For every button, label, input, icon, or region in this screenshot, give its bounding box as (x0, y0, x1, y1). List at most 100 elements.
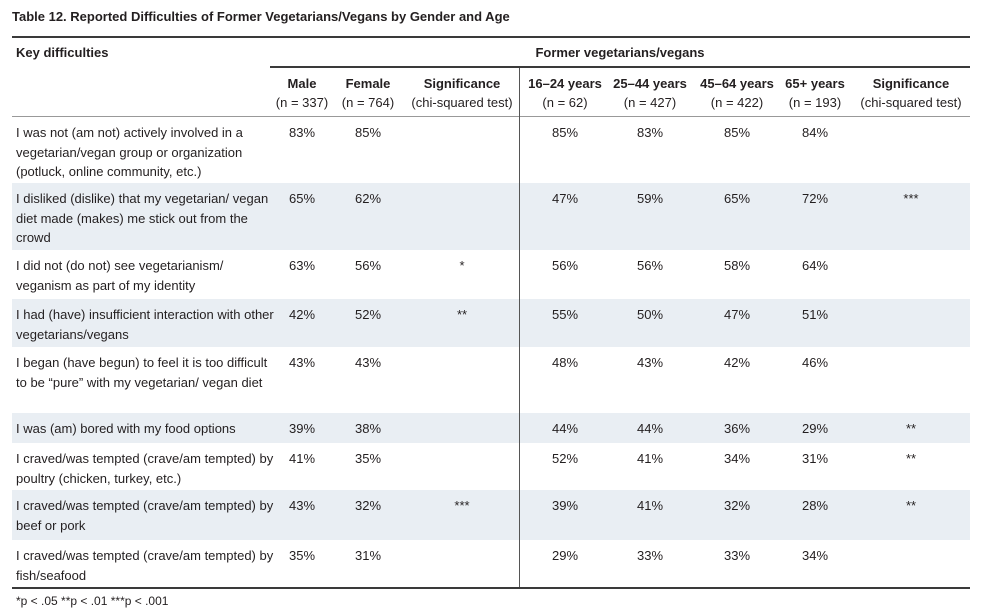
group-header: Former vegetarians/vegans (535, 45, 705, 60)
row-value: 85% (723, 125, 751, 140)
key-difficulties-header: Key difficulties (16, 45, 109, 60)
table-row: I craved/was tempted (crave/am tempted) … (12, 443, 970, 490)
row-value: 41% (636, 498, 664, 513)
vertical-divider (519, 68, 520, 588)
column-header: 65+ years (n = 193) (777, 74, 853, 112)
row-label: I disliked (dislike) that my vegetarian/… (16, 191, 269, 245)
row-value: ** (456, 307, 468, 322)
column-n: (chi-squared test) (411, 95, 513, 110)
bottom-rule (12, 587, 970, 589)
row-value: 83% (636, 125, 664, 140)
column-n: (n = 337) (275, 95, 329, 110)
table-row: I craved/was tempted (crave/am tempted) … (12, 540, 970, 587)
table-row: I did not (do not) see vegetarianism/ ve… (12, 250, 970, 299)
table-row: I was (am) bored with my food options 39%… (12, 413, 970, 443)
row-value: 65% (288, 191, 316, 206)
row-value: 32% (723, 498, 751, 513)
column-n: (chi-squared test) (860, 95, 962, 110)
column-n: (n = 764) (341, 95, 395, 110)
table-row: I was not (am not) actively involved in … (12, 117, 970, 183)
row-value: 52% (551, 451, 579, 466)
row-label: I craved/was tempted (crave/am tempted) … (16, 451, 274, 486)
row-value: 29% (801, 421, 829, 436)
row-value: 38% (354, 421, 382, 436)
row-value: 55% (551, 307, 579, 322)
row-value: 42% (723, 355, 751, 370)
row-value: 34% (801, 548, 829, 563)
row-value: 52% (354, 307, 382, 322)
column-title: 25–44 years (613, 76, 687, 91)
row-value: 63% (288, 258, 316, 273)
row-value: 41% (636, 451, 664, 466)
row-label: I began (have begun) to feel it is too d… (16, 355, 268, 390)
row-value: 48% (551, 355, 579, 370)
column-title: Significance (872, 76, 950, 91)
row-value: 47% (723, 307, 751, 322)
row-label: I was not (am not) actively involved in … (16, 125, 243, 179)
row-value: 83% (288, 125, 316, 140)
row-value: * (459, 258, 465, 273)
row-value: 85% (354, 125, 382, 140)
row-value: 47% (551, 191, 579, 206)
row-value: 39% (288, 421, 316, 436)
column-header: Male (n = 337) (267, 74, 337, 112)
column-header: Significance (chi-squared test) (402, 74, 522, 112)
table-row: I began (have begun) to feel it is too d… (12, 347, 970, 413)
row-value: 56% (551, 258, 579, 273)
column-header: Significance (chi-squared test) (849, 74, 973, 112)
row-label: I had (have) insufficient interaction wi… (16, 307, 274, 342)
column-header: Female (n = 764) (333, 74, 403, 112)
row-value: 84% (801, 125, 829, 140)
column-n: (n = 422) (710, 95, 764, 110)
row-value: 33% (723, 548, 751, 563)
row-value: 42% (288, 307, 316, 322)
column-n: (n = 62) (542, 95, 588, 110)
column-title: Female (345, 76, 391, 91)
row-value: 65% (723, 191, 751, 206)
group-rule (270, 66, 970, 68)
header-rule (12, 116, 970, 117)
column-title: 16–24 years (528, 76, 602, 91)
row-value: 31% (801, 451, 829, 466)
row-value: 36% (723, 421, 751, 436)
row-value: 72% (801, 191, 829, 206)
table-row: I had (have) insufficient interaction wi… (12, 299, 970, 347)
row-value: 31% (354, 548, 382, 563)
row-value: 62% (354, 191, 382, 206)
row-value: 85% (551, 125, 579, 140)
top-rule (12, 36, 970, 38)
row-label: I did not (do not) see vegetarianism/ ve… (16, 258, 224, 293)
row-value: 32% (354, 498, 382, 513)
row-value: *** (454, 498, 470, 513)
column-header: 45–64 years (n = 422) (692, 74, 782, 112)
row-value: 44% (551, 421, 579, 436)
row-value: 50% (636, 307, 664, 322)
table-row: I disliked (dislike) that my vegetarian/… (12, 183, 970, 250)
row-value: ** (905, 451, 917, 466)
row-value: 35% (354, 451, 382, 466)
table-row: I craved/was tempted (crave/am tempted) … (12, 490, 970, 540)
row-value: 51% (801, 307, 829, 322)
column-header: 25–44 years (n = 427) (605, 74, 695, 112)
row-value: 59% (636, 191, 664, 206)
row-value: 33% (636, 548, 664, 563)
row-value: 56% (636, 258, 664, 273)
footnote: *p < .05 **p < .01 ***p < .001 (16, 594, 169, 608)
row-value: 56% (354, 258, 382, 273)
column-title: 65+ years (785, 76, 845, 91)
row-value: 28% (801, 498, 829, 513)
row-value: *** (903, 191, 919, 206)
row-value: 44% (636, 421, 664, 436)
row-value: 41% (288, 451, 316, 466)
row-value: 35% (288, 548, 316, 563)
column-header: 16–24 years (n = 62) (520, 74, 610, 112)
row-value: 43% (636, 355, 664, 370)
column-title: Significance (423, 76, 501, 91)
row-label: I was (am) bored with my food options (16, 421, 236, 436)
column-title: Male (287, 76, 317, 91)
row-value: 39% (551, 498, 579, 513)
row-value: 64% (801, 258, 829, 273)
row-value: 46% (801, 355, 829, 370)
row-value: ** (905, 498, 917, 513)
row-value: 58% (723, 258, 751, 273)
